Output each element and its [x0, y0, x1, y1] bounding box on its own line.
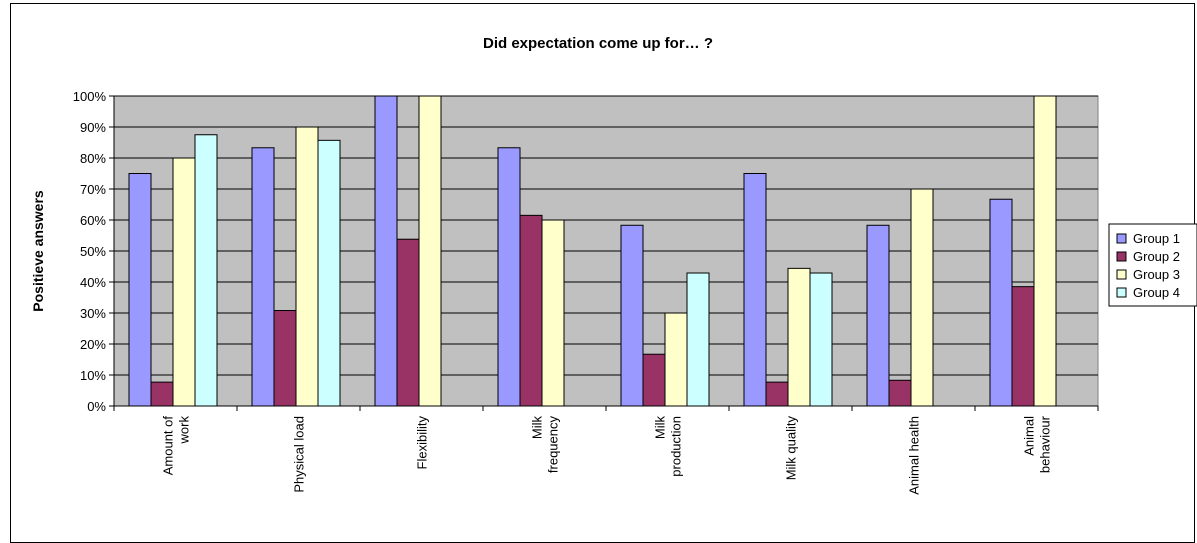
legend-swatch	[1116, 287, 1127, 298]
bar	[273, 310, 297, 407]
x-category-labels: Amount of work Physical load Flexibility Mil…	[161, 415, 1053, 494]
y-tick-label: 50%	[80, 244, 106, 259]
legend-swatch	[1116, 269, 1127, 280]
axes	[109, 95, 1099, 411]
grid-lines	[114, 95, 1098, 376]
legend-label: Group 2	[1133, 249, 1180, 264]
x-category-label: Physical load	[292, 416, 307, 493]
bar	[172, 157, 196, 407]
bar	[888, 379, 912, 407]
y-tick-label: 10%	[80, 368, 106, 383]
y-axis-label: Positieve answers	[30, 190, 46, 312]
bar	[686, 272, 710, 407]
y-tick-label: 70%	[80, 182, 106, 197]
bar	[396, 238, 420, 407]
bar	[541, 219, 565, 407]
bar	[664, 312, 688, 407]
y-tick-label: 100%	[73, 89, 107, 104]
x-category-label: Animal	[1022, 416, 1037, 456]
x-category-label: Flexibility	[415, 416, 430, 470]
y-tick-label: 60%	[80, 213, 106, 228]
bar	[150, 381, 174, 407]
legend-label: Group 1	[1133, 231, 1180, 246]
bar	[809, 272, 833, 407]
bar	[1033, 95, 1057, 407]
legend-swatch	[1116, 233, 1127, 244]
y-tick-label: 20%	[80, 337, 106, 352]
x-category-label: Amount of	[161, 416, 176, 476]
bar	[1011, 286, 1035, 407]
x-category-label: Milk	[653, 416, 668, 440]
bar	[743, 173, 767, 407]
bar	[765, 381, 789, 407]
bar	[497, 147, 521, 407]
bar	[787, 267, 811, 407]
bar	[642, 353, 666, 407]
bar	[519, 214, 543, 407]
bars	[128, 95, 1057, 407]
bar	[128, 173, 152, 407]
x-category-label: Animal health	[907, 416, 922, 495]
bar	[866, 224, 890, 407]
bar	[317, 139, 341, 407]
x-category-label: Milk	[530, 416, 545, 440]
y-tick-labels: 0% 10% 20% 30% 40% 50% 60% 70% 80% 90% 100%	[73, 89, 107, 414]
y-tick-label: 30%	[80, 306, 106, 321]
legend-swatch	[1116, 251, 1127, 262]
y-tick-label: 80%	[80, 151, 106, 166]
bar	[910, 188, 934, 407]
bar	[418, 95, 442, 407]
legend-label: Group 3	[1133, 267, 1180, 282]
bar	[194, 134, 218, 407]
y-tick-label: 0%	[87, 399, 106, 414]
chart-title: Did expectation come up for… ?	[483, 35, 713, 52]
y-tick-label: 40%	[80, 275, 106, 290]
bar	[989, 198, 1013, 407]
legend-label: Group 4	[1133, 285, 1180, 300]
x-category-label: Milk quality	[784, 416, 799, 481]
x-category-label: frequency	[546, 416, 561, 474]
legend: Group 1 Group 2 Group 3 Group 4	[1108, 223, 1197, 307]
x-category-label: work	[177, 416, 192, 445]
bar	[251, 147, 275, 407]
x-category-label: behaviour	[1038, 415, 1053, 473]
x-category-label: production	[669, 416, 684, 477]
bar	[374, 95, 398, 407]
y-tick-label: 90%	[80, 120, 106, 135]
bar	[620, 224, 644, 407]
bar	[295, 126, 319, 407]
